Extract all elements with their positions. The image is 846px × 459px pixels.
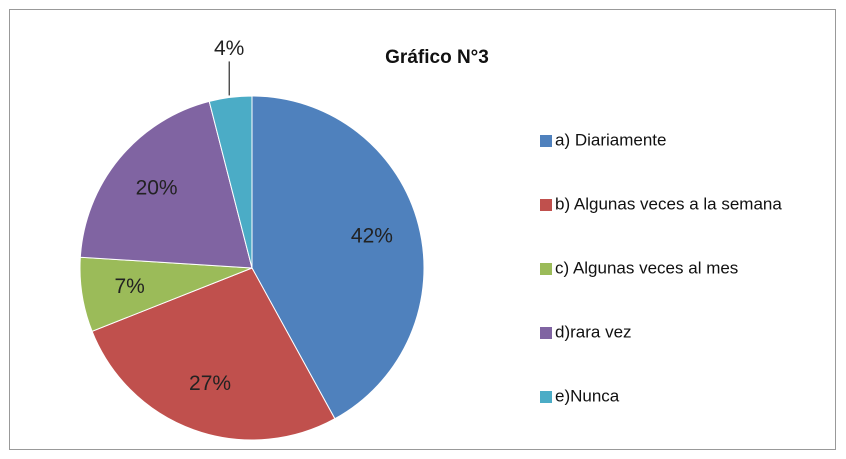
legend-label: b) Algunas veces a la semana: [555, 194, 782, 213]
legend-label: e)Nunca: [555, 386, 620, 405]
legend-swatch: [540, 391, 552, 403]
chart-title: Gráfico N°3: [385, 47, 489, 68]
legend-swatch: [540, 135, 552, 147]
pie-slice: [251, 95, 425, 420]
value-label: 7%: [115, 275, 145, 298]
value-label: 20%: [136, 177, 178, 200]
legend-swatch: [540, 199, 552, 211]
legend-swatch: [540, 327, 552, 339]
pie-slice: [208, 95, 253, 269]
value-label: 42%: [351, 225, 393, 248]
value-label: 4%: [214, 37, 244, 60]
legend-label: c) Algunas veces al mes: [555, 258, 738, 277]
legend-swatch: [540, 263, 552, 275]
pie-slice: [91, 267, 336, 441]
legend-label: d)rara vez: [555, 322, 632, 341]
legend-label: a) Diariamente: [555, 130, 667, 149]
value-label: 27%: [189, 372, 231, 395]
pie-slice: [79, 100, 253, 269]
